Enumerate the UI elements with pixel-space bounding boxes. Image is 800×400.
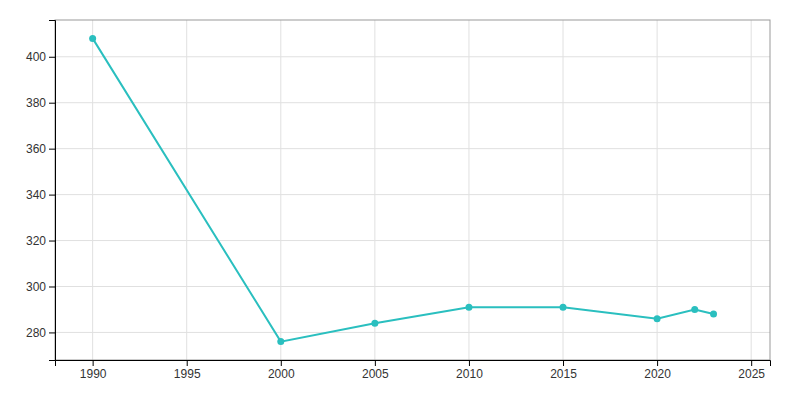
tick-mark [187,360,188,366]
tick-mark [563,360,564,366]
tick-label: 2000 [268,367,295,381]
point [89,35,96,42]
tick: 2005 [362,360,389,381]
grid-line-y [55,56,770,57]
axis-line [49,21,56,361]
tick-label: 2025 [738,367,765,381]
tick-mark [281,360,282,366]
grid-line-y [55,102,770,103]
tick-label: 320 [26,234,46,248]
tick-mark [49,149,55,150]
plot-frame [55,20,770,360]
tick-mark [751,360,752,366]
point [277,338,284,345]
tick-label: 2010 [456,367,483,381]
tick-label: 360 [26,142,46,156]
x-axis: 1990 1995 2000 2005 2010 2015 2020 2025 [56,360,771,381]
tick-mark [49,195,55,196]
tick-mark [657,360,658,366]
tick-label: 400 [26,50,46,64]
point [560,304,567,311]
series [89,35,717,345]
tick: 360 [26,142,55,156]
tick: 2010 [456,360,483,381]
point [691,306,698,313]
grid-line-x [751,20,752,360]
tick-label: 2015 [550,367,577,381]
tick-mark [469,360,470,366]
tick-label: 340 [26,188,46,202]
tick-label: 2020 [644,367,671,381]
chart: 1990 1995 2000 2005 2010 2015 2020 2025 280 300 32… [0,0,800,400]
axis-line [56,361,771,367]
tick: 2015 [550,360,577,381]
tick-mark [49,103,55,104]
point [371,320,378,327]
tick: 320 [26,234,55,248]
tick-label: 2005 [362,367,389,381]
tick: 2025 [738,360,765,381]
tick-label: 300 [26,280,46,294]
tick: 1990 [80,360,107,381]
grid-line-y [55,240,770,241]
tick: 340 [26,188,55,202]
tick-label: 1990 [80,367,107,381]
tick: 380 [26,96,55,110]
tick-mark [93,360,94,366]
tick-mark [49,57,55,58]
tick: 300 [26,280,55,294]
tick: 2000 [268,360,295,381]
tick-label: 380 [26,96,46,110]
grid-line-y [55,286,770,287]
tick-mark [375,360,376,366]
point [465,304,472,311]
point [710,311,717,318]
tick-label: 280 [26,326,46,340]
tick-mark [49,286,55,287]
grid-line-y [55,194,770,195]
point [654,315,661,322]
grid-line-x [280,20,281,360]
tick-mark [49,332,55,333]
grid-line-x [374,20,375,360]
tick: 2020 [644,360,671,381]
tick-mark [49,241,55,242]
grid-line-x [92,20,93,360]
line [93,38,714,341]
tick: 400 [26,50,55,64]
plot: 1990 1995 2000 2005 2010 2015 2020 2025 280 300 32… [26,20,771,381]
tick: 1995 [174,360,201,381]
grid [55,20,770,360]
y-axis: 280 300 320 340 360 380 400 [26,21,56,361]
grid-line-y [55,332,770,333]
tick-label: 1995 [174,367,201,381]
tick: 280 [26,326,55,340]
grid-line-x [657,20,658,360]
